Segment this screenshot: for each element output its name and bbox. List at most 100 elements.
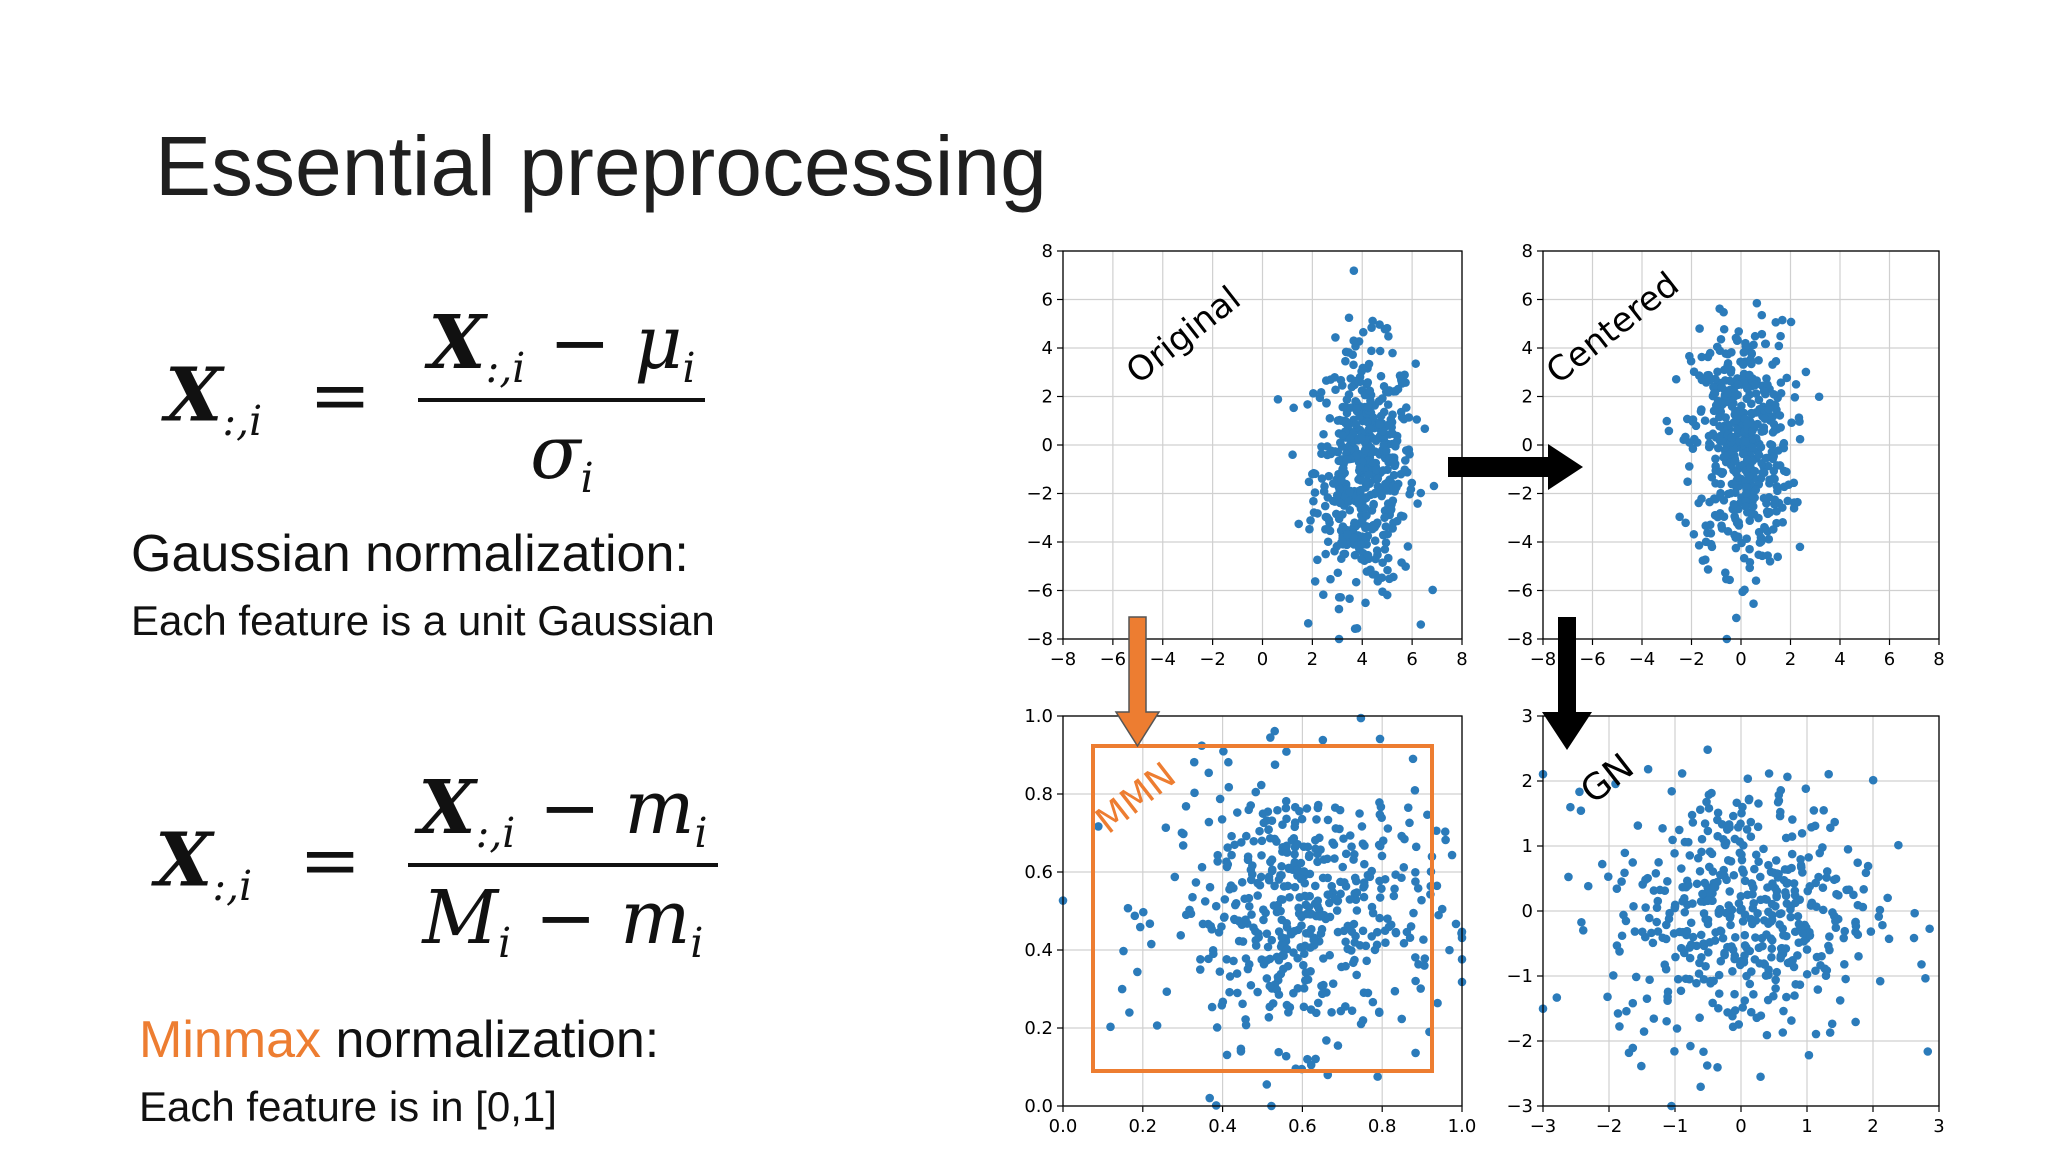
data-point	[1629, 902, 1638, 911]
data-point	[1771, 901, 1780, 911]
axes-frame	[1542, 250, 1940, 640]
data-point	[1290, 882, 1300, 892]
y-tick-label: 0.0	[1024, 1096, 1053, 1117]
data-point	[1676, 986, 1686, 996]
data-point	[1670, 902, 1680, 912]
data-point	[1687, 810, 1697, 820]
data-point	[1219, 913, 1229, 922]
data-point	[1923, 1047, 1933, 1056]
data-point	[1798, 868, 1807, 877]
eq-symbol: μ	[634, 300, 683, 386]
data-point	[1429, 481, 1439, 491]
data-point	[1748, 889, 1757, 899]
data-point	[1417, 895, 1426, 905]
data-point	[1671, 952, 1680, 962]
data-point	[1825, 945, 1834, 955]
data-point	[1315, 912, 1325, 921]
data-point	[1649, 1014, 1659, 1023]
data-point	[1219, 747, 1228, 756]
data-point	[1191, 878, 1201, 887]
data-point	[1283, 881, 1293, 891]
data-point	[1716, 479, 1726, 489]
data-point	[1106, 1022, 1115, 1032]
data-point	[1715, 346, 1725, 356]
data-point	[1328, 979, 1338, 988]
data-point	[1215, 794, 1225, 804]
data-point	[1813, 985, 1823, 994]
slide-title: Essential preprocessing	[155, 119, 1047, 213]
data-point	[1244, 805, 1254, 815]
data-point	[1764, 769, 1774, 778]
data-point	[1805, 882, 1815, 891]
data-point	[1794, 919, 1804, 929]
data-point	[1363, 402, 1373, 412]
data-point	[1204, 817, 1214, 827]
data-point	[1309, 935, 1318, 945]
data-point	[1652, 903, 1662, 912]
data-point	[1771, 318, 1781, 327]
data-point	[1819, 806, 1828, 815]
data-point	[1178, 841, 1188, 850]
data-point	[1767, 936, 1777, 945]
data-point	[1754, 395, 1764, 405]
data-point	[1399, 938, 1409, 948]
data-point	[1688, 899, 1697, 908]
data-point	[1282, 747, 1291, 756]
data-point	[1731, 543, 1741, 553]
data-point	[1360, 881, 1369, 890]
data-point	[1341, 356, 1350, 366]
data-point	[1688, 932, 1698, 942]
data-point	[1377, 884, 1386, 893]
data-point	[1740, 910, 1750, 920]
data-point	[1764, 907, 1773, 917]
data-point	[1276, 870, 1285, 880]
data-point	[1707, 788, 1716, 798]
data-point	[1702, 1061, 1712, 1070]
data-point	[1341, 937, 1350, 947]
data-point	[1854, 952, 1863, 961]
data-point	[1756, 1072, 1765, 1082]
denominator: σi	[418, 398, 706, 502]
data-point	[1770, 495, 1780, 504]
data-point	[1223, 843, 1232, 852]
data-point	[1230, 900, 1240, 910]
data-point	[1791, 380, 1801, 389]
data-point	[1717, 436, 1727, 446]
data-point	[1778, 518, 1788, 527]
minmax-caption-sub: Each feature is in [0,1]	[139, 1083, 557, 1130]
data-point	[1787, 849, 1797, 859]
data-point	[1371, 436, 1381, 446]
data-point	[1433, 998, 1442, 1008]
data-point	[1830, 817, 1840, 827]
data-point	[1751, 576, 1761, 585]
data-point	[1360, 859, 1369, 869]
data-point	[1262, 929, 1272, 938]
data-point	[1227, 831, 1236, 841]
data-point	[1576, 806, 1586, 816]
data-point	[1380, 545, 1390, 554]
data-point	[1249, 836, 1259, 846]
x-tick-label: 8	[1456, 649, 1467, 670]
data-point	[1726, 920, 1735, 930]
data-point	[1344, 390, 1354, 399]
data-point	[1349, 855, 1358, 864]
data-point	[1428, 585, 1437, 595]
data-point	[1355, 463, 1365, 473]
data-point	[1763, 461, 1773, 471]
data-point	[1756, 895, 1765, 905]
data-point	[1707, 849, 1717, 859]
data-point	[1332, 490, 1342, 500]
data-point	[1771, 975, 1780, 985]
data-point	[1189, 757, 1199, 767]
data-point	[1639, 1027, 1649, 1036]
data-point	[1793, 911, 1803, 921]
data-point	[1416, 620, 1426, 629]
data-point	[1775, 920, 1784, 929]
data-point	[1744, 795, 1754, 805]
data-point	[1258, 809, 1268, 818]
data-point	[1842, 885, 1851, 895]
data-point	[1694, 969, 1704, 978]
data-point	[1373, 518, 1382, 528]
data-point	[1704, 442, 1714, 452]
data-point	[1737, 538, 1746, 548]
